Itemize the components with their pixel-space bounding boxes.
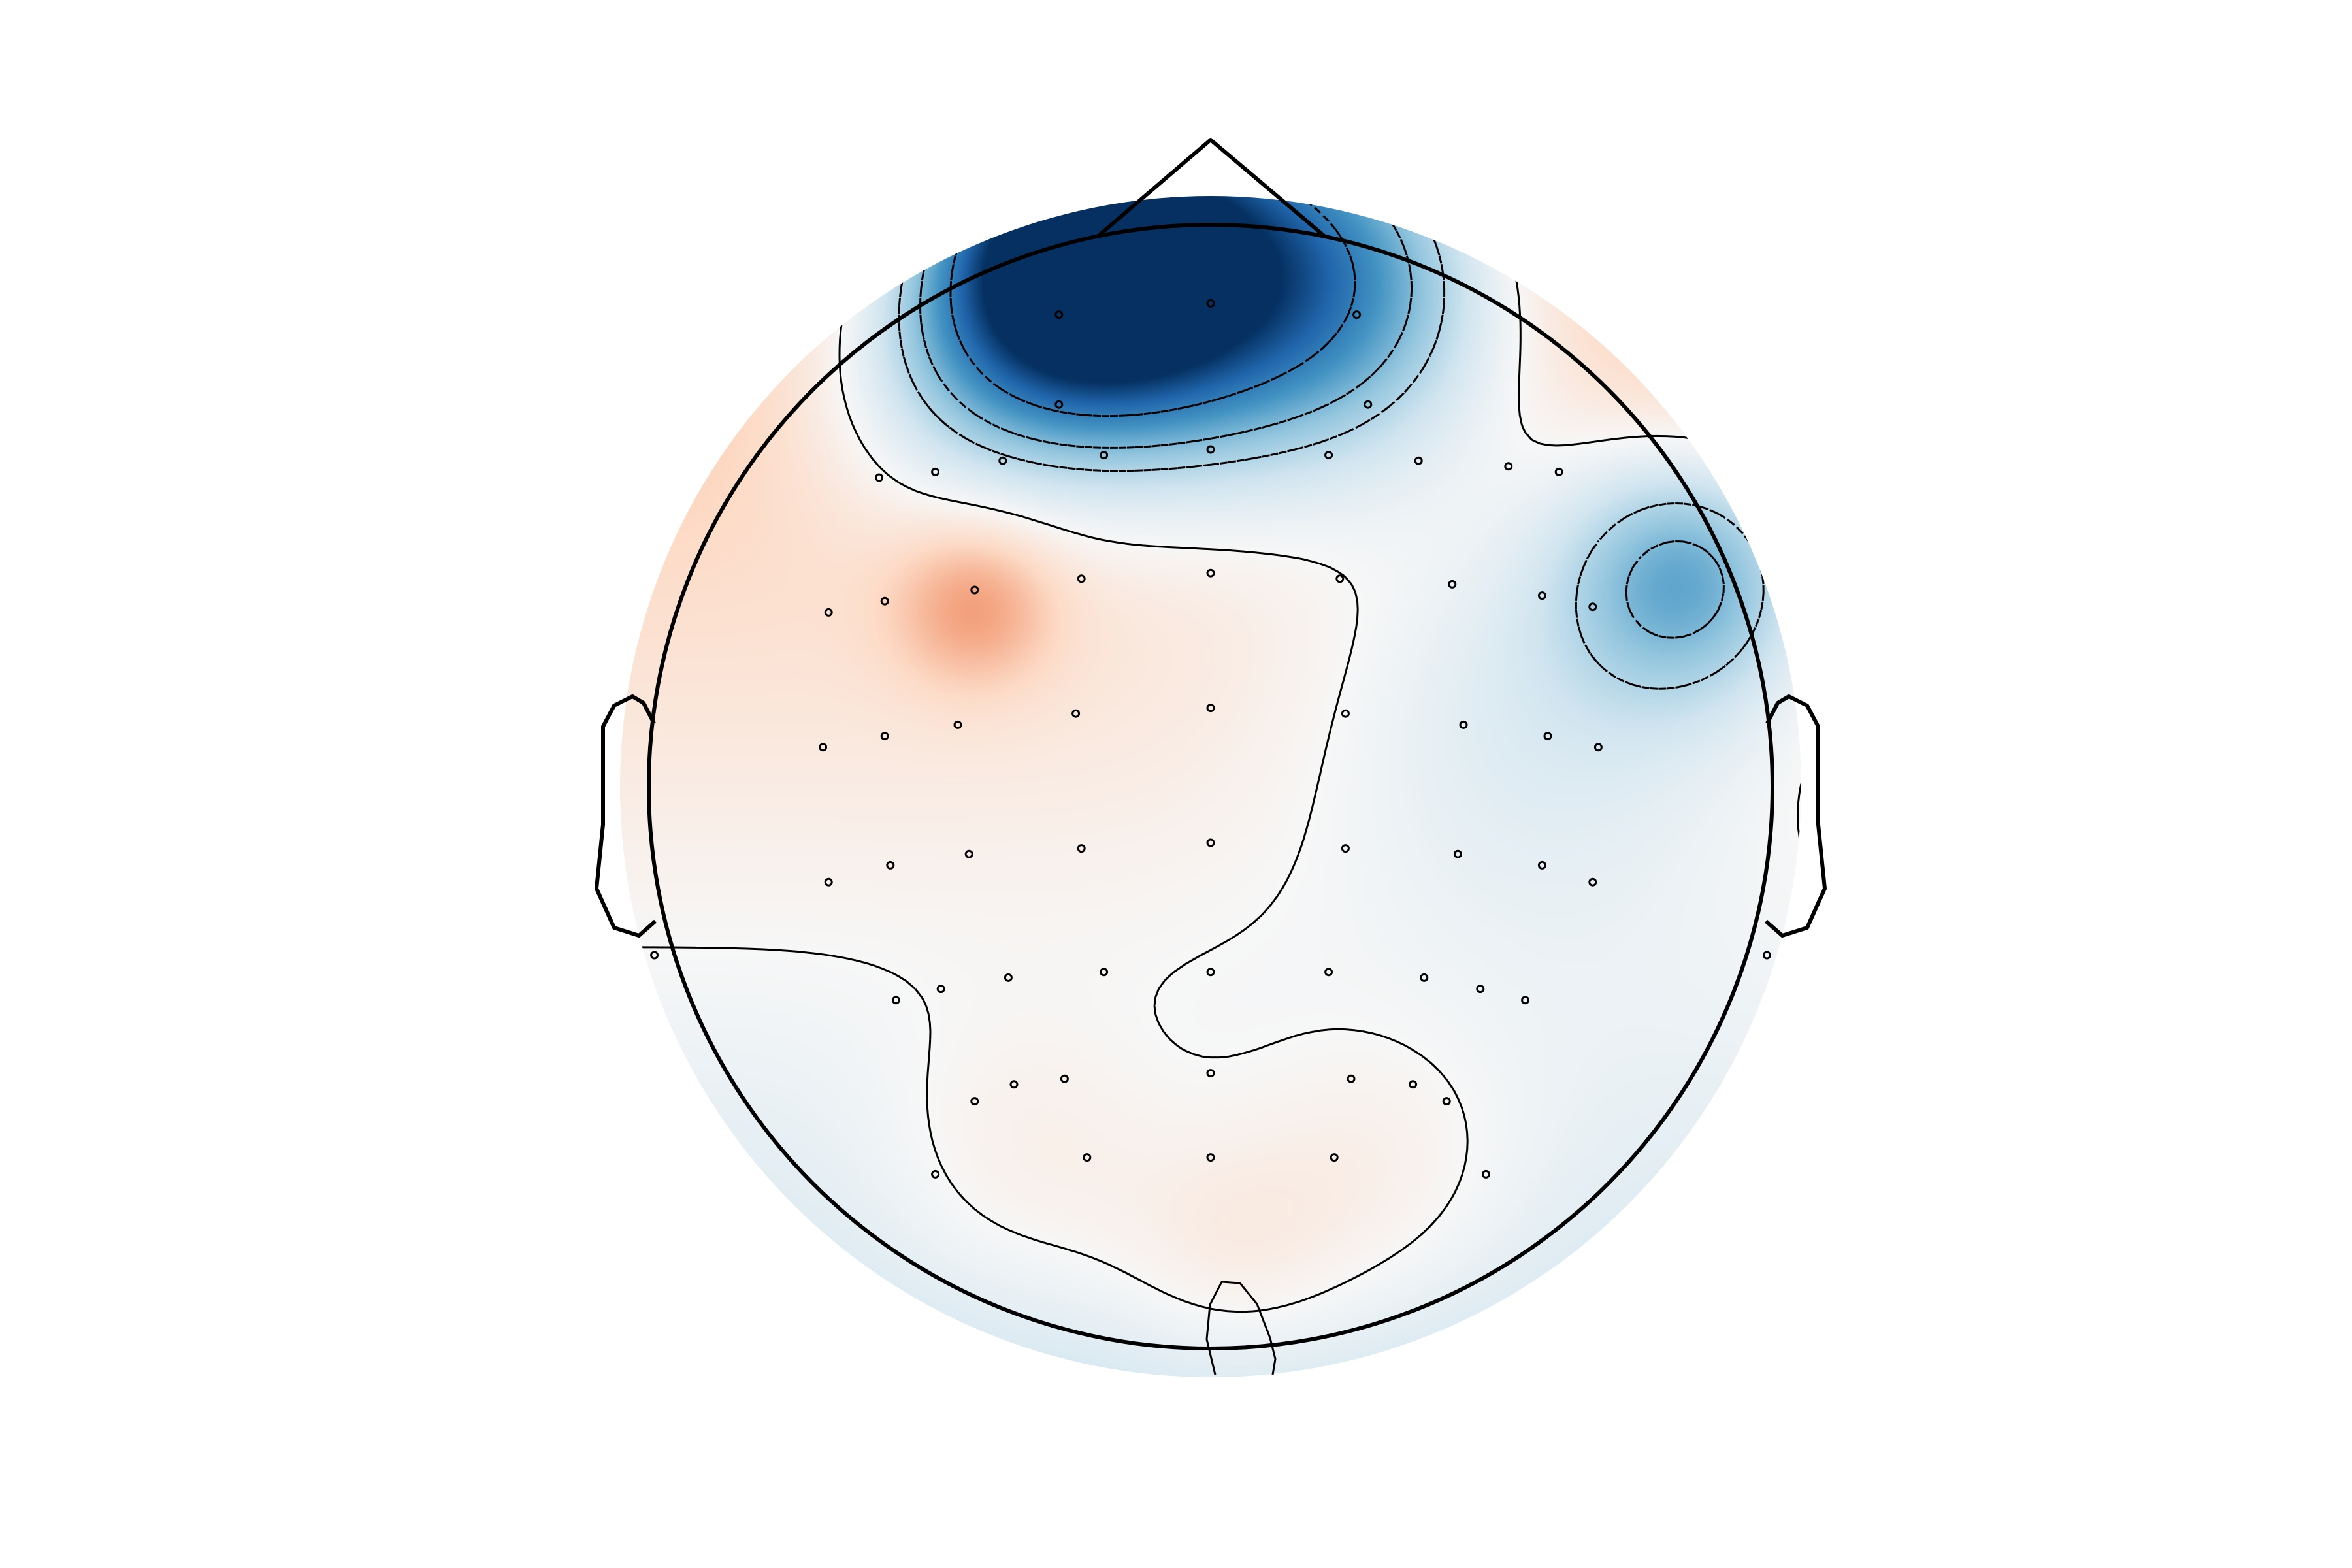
- sensor-marker: [1206, 1069, 1215, 1078]
- sensor-marker: [1453, 849, 1462, 858]
- nose: [1096, 138, 1326, 238]
- sensor-marker: [1330, 1153, 1339, 1162]
- sensor-marker: [1100, 968, 1109, 977]
- contour-line: [898, 196, 1765, 690]
- occipital-marker: [1205, 1281, 1277, 1375]
- sensor-marker: [1537, 860, 1546, 870]
- sensor-marker: [1054, 400, 1064, 409]
- sensor-marker: [1442, 1097, 1451, 1106]
- sensor-marker: [1341, 709, 1350, 718]
- sensor-marker: [1364, 400, 1373, 409]
- sensor-marker: [1206, 445, 1215, 454]
- sensor-marker: [824, 608, 833, 617]
- sensor-marker: [998, 456, 1007, 465]
- sensor-marker: [931, 1169, 940, 1179]
- sensor-marker: [1077, 844, 1086, 853]
- sensor-marker: [931, 467, 940, 476]
- sensor-marker: [1206, 299, 1215, 308]
- sensor-marker: [1543, 732, 1552, 741]
- head-outline: [595, 138, 1827, 1375]
- sensor-marker: [1448, 580, 1457, 589]
- sensor-marker: [1083, 1153, 1092, 1162]
- sensor-marker: [650, 951, 659, 960]
- field-image: [620, 196, 1801, 1377]
- sensor-marker: [1593, 743, 1603, 752]
- sensor-marker: [1060, 1074, 1069, 1083]
- sensor-marker: [886, 860, 895, 870]
- sensor-marker: [1588, 602, 1597, 612]
- sensor-marker: [880, 732, 889, 741]
- right-ear: [1765, 694, 1827, 938]
- sensor-marker: [1054, 310, 1064, 319]
- sensor-marker: [1481, 1169, 1490, 1179]
- sensor-marker: [1352, 310, 1362, 319]
- sensor-marker: [891, 996, 900, 1005]
- sensor-marker: [1762, 951, 1771, 960]
- sensor-marker: [1459, 720, 1468, 729]
- sensor-marker: [1476, 985, 1485, 994]
- sensor-marker: [1004, 973, 1013, 982]
- sensor-marker: [824, 877, 833, 887]
- sensor-marker: [1347, 1074, 1356, 1083]
- sensor-marker: [1420, 973, 1429, 982]
- sensor-marker: [1206, 968, 1215, 977]
- sensor-marker: [1100, 451, 1109, 460]
- sensor-marker: [1521, 996, 1530, 1005]
- sensor-marker: [970, 585, 979, 595]
- sensor-markers: [650, 299, 1771, 1179]
- sensor-marker: [1206, 704, 1215, 713]
- contour-lines: [620, 196, 1801, 1313]
- sensor-marker: [1206, 568, 1215, 578]
- contour-line: [949, 196, 1356, 417]
- sensor-marker: [1206, 838, 1215, 847]
- sensor-marker: [1071, 709, 1081, 718]
- head-circle: [647, 223, 1774, 1350]
- left-ear: [595, 694, 657, 938]
- sensor-marker: [1324, 451, 1333, 460]
- sensor-marker: [1341, 844, 1350, 853]
- sensor-marker: [880, 596, 889, 606]
- sensor-marker: [936, 985, 945, 994]
- sensor-marker: [1409, 1080, 1418, 1089]
- sensor-marker: [1554, 467, 1563, 476]
- contour-line: [919, 196, 1725, 639]
- sensor-marker: [875, 473, 884, 482]
- sensor-marker: [964, 849, 973, 858]
- sensor-marker: [970, 1097, 979, 1106]
- sensor-marker: [1335, 574, 1345, 583]
- sensor-marker: [1009, 1080, 1019, 1089]
- sensor-marker: [1504, 462, 1513, 471]
- sensor-marker: [1324, 968, 1333, 977]
- sensor-marker: [1206, 1153, 1215, 1162]
- field-raster: [620, 196, 1801, 1377]
- sensor-marker: [1414, 456, 1423, 465]
- sensor-marker: [819, 743, 828, 752]
- sensor-marker: [1537, 591, 1546, 600]
- sensor-marker: [1588, 877, 1597, 887]
- sensor-marker: [1077, 574, 1086, 583]
- sensor-marker: [953, 720, 962, 729]
